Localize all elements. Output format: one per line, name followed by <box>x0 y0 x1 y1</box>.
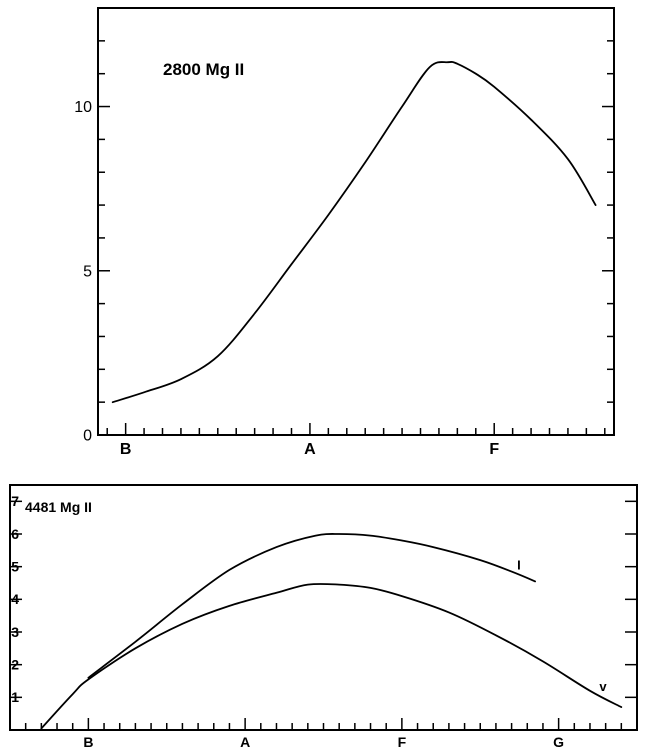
x-tick-label: B <box>83 734 93 750</box>
plot-4481-mg-ii: 4481 Mg II B A F G 1 2 3 4 5 6 7 Iv <box>9 484 638 750</box>
plot-2800-mg-ii: 2800 Mg II B A F 0 5 10 <box>74 7 615 458</box>
x-tick-label: A <box>304 441 316 458</box>
plot-frame <box>97 7 615 436</box>
plot-frame <box>9 484 638 731</box>
x-tick-label: G <box>553 734 564 750</box>
series-line-curve-0 <box>111 61 597 404</box>
series-line-v <box>40 582 623 730</box>
x-tick-label: B <box>120 441 132 458</box>
y-tick-label: 10 <box>74 99 92 116</box>
x-tick-label: F <box>489 441 499 458</box>
x-tick-label: F <box>398 734 407 750</box>
y-tick-label: 5 <box>11 559 19 575</box>
x-tick-label: A <box>240 734 250 750</box>
y-tick-label: 0 <box>83 428 92 445</box>
plot-title: 4481 Mg II <box>25 499 92 515</box>
y-tick-label: 1 <box>11 689 19 705</box>
series-label: v <box>599 679 607 694</box>
plot-title: 2800 Mg II <box>163 60 244 79</box>
y-tick-label: 2 <box>11 657 19 673</box>
y-tick-label: 5 <box>83 263 92 280</box>
y-tick-label: 6 <box>11 526 19 542</box>
y-tick-label: 7 <box>11 493 19 509</box>
y-tick-label: 3 <box>11 624 19 640</box>
series-line-i <box>87 533 536 679</box>
series-label: I <box>517 557 521 572</box>
y-tick-label: 4 <box>11 591 19 607</box>
